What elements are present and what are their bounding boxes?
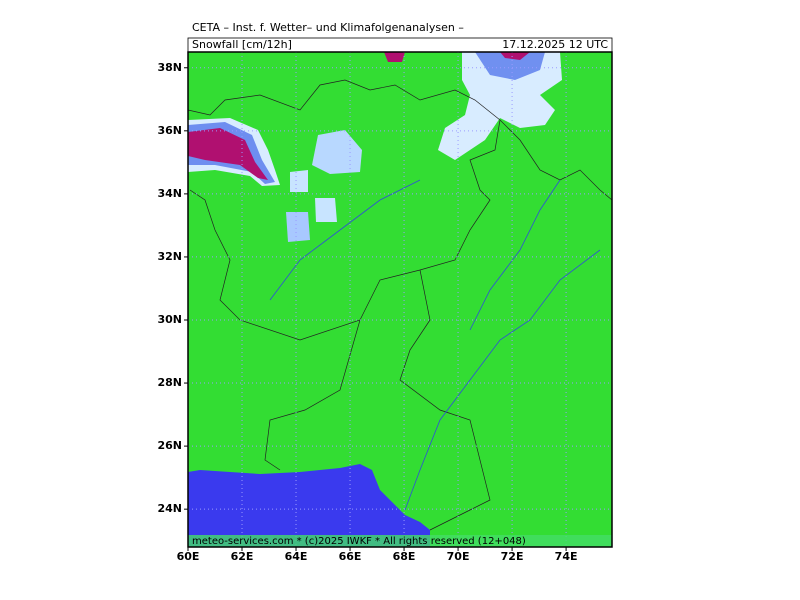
footer-box: [188, 535, 612, 547]
x-tick-label: 74E: [555, 550, 578, 563]
border: [187, 79, 501, 341]
snow-area: [312, 130, 362, 174]
snow-area: [315, 198, 337, 222]
snow-area: [290, 170, 308, 192]
subtitle: Snowfall [cm/12h]: [192, 38, 292, 51]
snow-heavy: [188, 128, 268, 180]
y-tick-label: 24N: [157, 502, 182, 515]
y-tick-label: 38N: [157, 61, 182, 74]
x-tick-label: 62E: [231, 550, 254, 563]
footer: meteo-services.com * (c)2025 IWKF * All …: [192, 536, 526, 547]
snow-heavy: [500, 52, 530, 60]
snow-area: [438, 52, 562, 160]
sea: [188, 464, 430, 547]
x-tick-label: 60E: [177, 550, 200, 563]
y-tick-label: 32N: [157, 250, 182, 263]
valid-time: 17.12.2025 12 UTC: [502, 38, 608, 51]
map-frame: [187, 51, 613, 548]
border: [264, 269, 491, 531]
snow-area: [475, 52, 545, 80]
snow-area: [286, 212, 310, 242]
x-tick-label: 70E: [447, 550, 470, 563]
grid: [187, 52, 612, 547]
y-tick-label: 28N: [157, 376, 182, 389]
river: [269, 179, 601, 511]
title: CETA – Inst. f. Wetter– und Klimafolgena…: [192, 21, 464, 34]
land: [188, 52, 612, 547]
y-tick-label: 34N: [157, 187, 182, 200]
y-tick-label: 26N: [157, 439, 182, 452]
x-tick-label: 72E: [501, 550, 524, 563]
map-area: meteo-services.com * (c)2025 IWKF * All …: [187, 51, 613, 548]
snow-heavy: [384, 52, 405, 62]
x-tick-label: 66E: [339, 550, 362, 563]
y-tick-label: 36N: [157, 124, 182, 137]
y-tick-label: 30N: [157, 313, 182, 326]
x-tick-label: 68E: [393, 550, 416, 563]
x-tick-label: 64E: [285, 550, 308, 563]
